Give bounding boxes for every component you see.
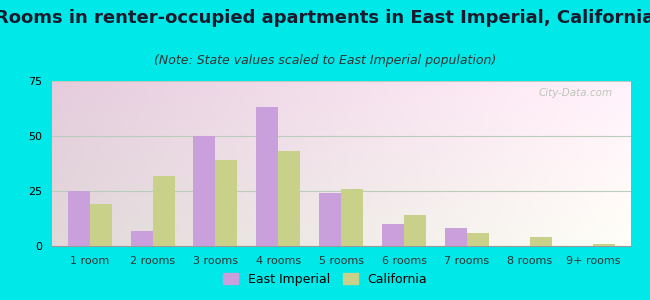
Bar bbox=[256, 107, 278, 246]
Bar bbox=[341, 189, 363, 246]
Bar bbox=[68, 191, 90, 246]
Bar bbox=[593, 244, 615, 246]
Bar bbox=[530, 237, 552, 246]
Bar bbox=[131, 231, 153, 246]
Text: City-Data.com: City-Data.com bbox=[539, 88, 613, 98]
Text: Rooms in renter-occupied apartments in East Imperial, California: Rooms in renter-occupied apartments in E… bbox=[0, 9, 650, 27]
Bar bbox=[382, 224, 404, 246]
Bar bbox=[153, 176, 175, 246]
Bar bbox=[216, 160, 237, 246]
Text: (Note: State values scaled to East Imperial population): (Note: State values scaled to East Imper… bbox=[154, 54, 496, 67]
Bar bbox=[467, 233, 489, 246]
Bar bbox=[445, 228, 467, 246]
Bar bbox=[319, 193, 341, 246]
Bar bbox=[90, 204, 112, 246]
Legend: East Imperial, California: East Imperial, California bbox=[218, 268, 432, 291]
Bar bbox=[404, 215, 426, 246]
Bar bbox=[278, 152, 300, 246]
Bar bbox=[194, 136, 216, 246]
